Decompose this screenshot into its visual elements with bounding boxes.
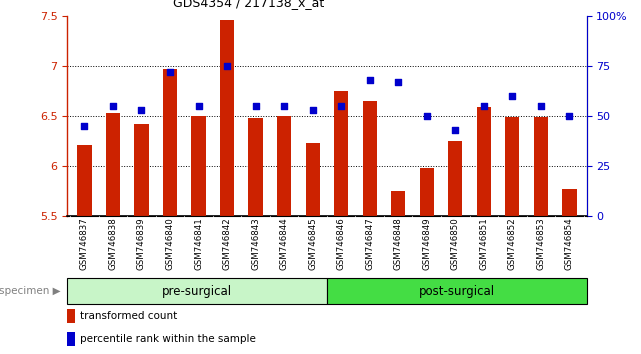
Bar	[67, 332, 74, 346]
Bar	[78, 145, 92, 216]
Text: GSM746837: GSM746837	[80, 217, 89, 270]
Bar	[534, 117, 548, 216]
Point	[393, 79, 403, 85]
Point	[450, 127, 460, 133]
Point	[108, 103, 118, 109]
Text: GSM746847: GSM746847	[365, 217, 374, 270]
Point	[564, 113, 574, 119]
Bar	[477, 107, 491, 216]
Text: GSM746853: GSM746853	[537, 217, 545, 270]
Text: GSM746846: GSM746846	[337, 217, 345, 270]
Bar	[192, 116, 206, 216]
Text: post-surgical: post-surgical	[419, 285, 495, 298]
Point	[251, 103, 261, 109]
Bar	[505, 117, 519, 216]
Point	[365, 77, 375, 83]
Point	[165, 69, 175, 75]
Bar	[391, 191, 405, 216]
Bar	[135, 124, 149, 216]
Text: GSM746848: GSM746848	[394, 217, 403, 270]
Point	[479, 103, 489, 109]
Bar	[249, 118, 263, 216]
Point	[507, 93, 517, 99]
Text: GSM746838: GSM746838	[108, 217, 117, 270]
Bar	[106, 113, 120, 216]
Point	[79, 123, 90, 129]
Text: GSM746841: GSM746841	[194, 217, 203, 270]
Text: GSM746844: GSM746844	[279, 217, 288, 270]
Point	[308, 107, 318, 113]
Text: GSM746854: GSM746854	[565, 217, 574, 270]
Text: GSM746843: GSM746843	[251, 217, 260, 270]
Bar	[277, 116, 291, 216]
Bar	[163, 69, 177, 216]
Text: GSM746850: GSM746850	[451, 217, 460, 270]
Bar	[220, 20, 234, 216]
Text: pre-surgical: pre-surgical	[162, 285, 232, 298]
Text: GSM746851: GSM746851	[479, 217, 488, 270]
Text: percentile rank within the sample: percentile rank within the sample	[79, 334, 256, 344]
Bar	[562, 189, 576, 216]
Bar	[363, 101, 377, 216]
Bar	[420, 168, 434, 216]
Point	[422, 113, 432, 119]
Text: GSM746852: GSM746852	[508, 217, 517, 270]
Point	[279, 103, 289, 109]
Text: GSM746845: GSM746845	[308, 217, 317, 270]
Text: transformed count: transformed count	[79, 311, 177, 321]
Bar	[334, 91, 348, 216]
Bar	[448, 141, 462, 216]
Point	[194, 103, 204, 109]
Text: specimen ▶: specimen ▶	[0, 286, 61, 296]
Text: GSM746839: GSM746839	[137, 217, 146, 270]
Text: GSM746840: GSM746840	[165, 217, 174, 270]
Text: GSM746842: GSM746842	[222, 217, 231, 270]
Text: GSM746849: GSM746849	[422, 217, 431, 270]
Bar	[306, 143, 320, 216]
Bar	[327, 278, 587, 304]
Point	[137, 107, 147, 113]
Bar	[67, 309, 74, 323]
Point	[222, 63, 232, 69]
Point	[336, 103, 346, 109]
Text: GDS4354 / 217138_x_at: GDS4354 / 217138_x_at	[174, 0, 324, 9]
Bar	[67, 278, 327, 304]
Point	[536, 103, 546, 109]
